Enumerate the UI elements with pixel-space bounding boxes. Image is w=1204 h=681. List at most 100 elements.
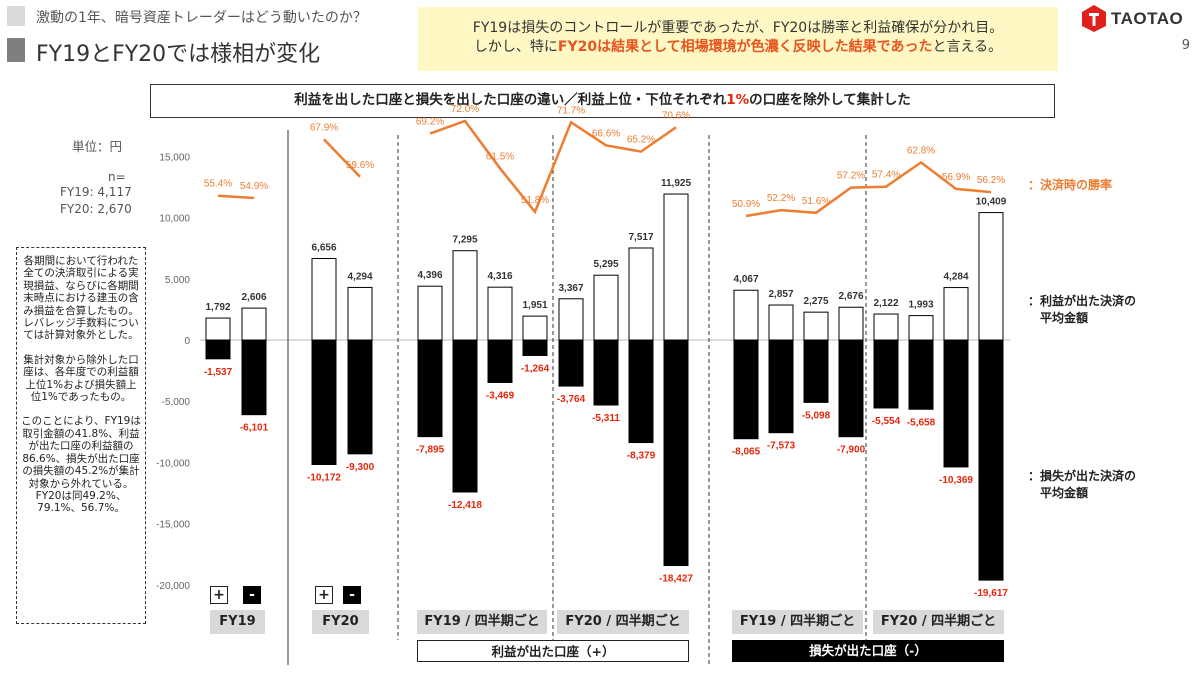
sample-size-fy20: FY20: 2,670 bbox=[60, 202, 132, 216]
loss-value-label: -12,418 bbox=[448, 500, 482, 511]
loss-bar bbox=[347, 339, 373, 455]
legend-profit-line2: 平均金額 bbox=[1028, 311, 1089, 325]
key-message-line1: FY19は損失のコントロールが重要であったが、FY20は勝率と利益確保が分かれ目… bbox=[472, 20, 1004, 36]
profit-bar bbox=[593, 274, 619, 341]
profit-bar bbox=[803, 311, 829, 341]
group-label-q-fy19-profit: FY19 / 四半期ごと bbox=[417, 610, 547, 634]
winrate-label: 59.6% bbox=[346, 160, 374, 171]
loss-bar bbox=[978, 339, 1004, 581]
y-tick-label: 15,000 bbox=[159, 152, 190, 163]
loss-value-label: -5,658 bbox=[907, 417, 936, 428]
loss-value-label: -3,469 bbox=[486, 390, 515, 401]
profit-value-label: 1,951 bbox=[522, 300, 547, 311]
unit-label: 単位：円 bbox=[72, 139, 123, 154]
profit-bar bbox=[663, 193, 689, 341]
loss-bar bbox=[487, 339, 513, 383]
winrate-line bbox=[217, 194, 255, 200]
note-paragraph-3: このことにより、FY19は取引金額の41.8%、利益が出た口座の利益額の86.6… bbox=[21, 415, 141, 515]
loss-value-label: -5,554 bbox=[872, 416, 901, 427]
legend-loss-line2: 平均金額 bbox=[1028, 486, 1089, 500]
profit-bar bbox=[241, 307, 267, 341]
winrate-label: 72.0% bbox=[451, 104, 479, 115]
loss-bar bbox=[943, 339, 969, 468]
loss-bar bbox=[733, 339, 759, 440]
loss-value-label: -7,895 bbox=[416, 445, 445, 456]
group-label-fy19: FY19 bbox=[210, 610, 265, 634]
taotao-logo: TAOTAO bbox=[1078, 4, 1198, 32]
legend-loss: ：損失が出た決済の 平均金額 bbox=[1028, 468, 1136, 502]
subtitle-post: の口座を除外して集計した bbox=[749, 92, 911, 108]
profit-bar bbox=[838, 306, 864, 341]
chart-subtitle: 利益を出した口座と損失を出した口座の違い／利益上位・下位それぞれ1%の口座を除外… bbox=[150, 84, 1055, 118]
winrate-label: 54.9% bbox=[240, 181, 268, 192]
loss-value-label: -3,764 bbox=[557, 394, 586, 405]
loss-value-label: -1,264 bbox=[521, 363, 550, 374]
legend-winrate: ：決済時の勝率 bbox=[1028, 178, 1113, 192]
profit-value-label: 1,993 bbox=[908, 300, 933, 311]
profit-accounts-label: 利益が出た口座（+） bbox=[417, 640, 689, 662]
profit-bar bbox=[873, 313, 899, 341]
methodology-note: 各期間において行われた全ての決済取引による実現損益、ならびに各期間末時点における… bbox=[16, 247, 146, 624]
plus-sign-fy20: + bbox=[315, 586, 333, 604]
profit-bar bbox=[733, 289, 759, 341]
subtitle-pre: 利益を出した口座と損失を出した口座の違い／利益上位・下位それぞれ bbox=[294, 92, 727, 108]
loss-value-label: -8,379 bbox=[627, 451, 656, 462]
winrate-label: 56.2% bbox=[977, 175, 1005, 186]
loss-value-label: -10,369 bbox=[939, 475, 973, 486]
kicker-marker bbox=[7, 6, 25, 26]
winrate-label: 71.7% bbox=[557, 105, 585, 116]
title-marker bbox=[7, 38, 25, 62]
legend-loss-line1: ：損失が出た決済の bbox=[1028, 469, 1137, 483]
profit-value-label: 7,295 bbox=[452, 235, 477, 246]
y-tick-label: 5,000 bbox=[165, 275, 190, 286]
taotao-logo-icon: TAOTAO bbox=[1082, 5, 1183, 32]
winrate-line bbox=[745, 160, 992, 218]
profit-bar bbox=[908, 315, 934, 341]
loss-value-label: -6,101 bbox=[240, 423, 269, 434]
loss-bar bbox=[663, 339, 689, 567]
profit-value-label: 7,517 bbox=[628, 232, 653, 243]
winrate-label: 70.6% bbox=[662, 110, 690, 121]
legend-profit: ：利益が出た決済の 平均金額 bbox=[1028, 293, 1136, 327]
winrate-label: 57.4% bbox=[872, 170, 900, 181]
key-message-line2: しかし、特にFY20は結果として相場環境が色濃く反映した結果であったと言える。 bbox=[418, 38, 1058, 57]
group-label-q-fy19-loss: FY19 / 四半期ごと bbox=[732, 610, 863, 634]
profit-value-label: 4,284 bbox=[943, 272, 968, 283]
profit-bar bbox=[347, 286, 373, 341]
loss-value-label: -19,617 bbox=[974, 588, 1008, 599]
loss-bar bbox=[803, 339, 829, 403]
loss-value-label: -5,311 bbox=[592, 413, 620, 424]
profit-bar bbox=[311, 258, 337, 341]
winrate-label: 65.2% bbox=[627, 135, 655, 146]
profit-bar bbox=[487, 286, 513, 341]
profit-value-label: 10,409 bbox=[976, 197, 1007, 208]
winrate-label: 57.2% bbox=[837, 171, 865, 182]
loss-value-label: -9,300 bbox=[346, 462, 375, 473]
y-tick-label: -10,000 bbox=[156, 458, 190, 469]
loss-bar bbox=[838, 339, 864, 438]
y-tick-label: -20,000 bbox=[156, 581, 190, 592]
profit-value-label: 2,122 bbox=[873, 298, 898, 309]
loss-value-label: -10,172 bbox=[307, 473, 341, 484]
minus-sign-fy19: - bbox=[243, 586, 261, 604]
winrate-label: 56.9% bbox=[942, 172, 970, 183]
winrate-label: 61.5% bbox=[486, 151, 514, 162]
y-tick-label: 10,000 bbox=[159, 214, 190, 225]
loss-accounts-label: 損失が出た口座（-） bbox=[732, 640, 1004, 662]
group-label-fy20: FY20 bbox=[312, 610, 369, 634]
loss-value-label: -7,573 bbox=[767, 441, 796, 452]
profit-value-label: 2,275 bbox=[803, 296, 828, 307]
loss-value-label: -7,900 bbox=[837, 445, 866, 456]
loss-bar bbox=[908, 339, 934, 410]
note-paragraph-1: 各期間において行われた全ての決済取引による実現損益、ならびに各期間末時点における… bbox=[23, 255, 139, 342]
winrate-label: 51.8% bbox=[521, 195, 549, 206]
winrate-line bbox=[429, 119, 677, 215]
profit-value-label: 11,925 bbox=[661, 178, 691, 189]
profit-bar bbox=[628, 247, 654, 341]
winrate-label: 51.6% bbox=[802, 196, 830, 207]
key-message-pre: しかし、特に bbox=[473, 39, 558, 55]
winrate-label: 52.2% bbox=[767, 193, 795, 204]
profit-value-label: 5,295 bbox=[593, 259, 618, 270]
logo-text: TAOTAO bbox=[1111, 9, 1183, 28]
